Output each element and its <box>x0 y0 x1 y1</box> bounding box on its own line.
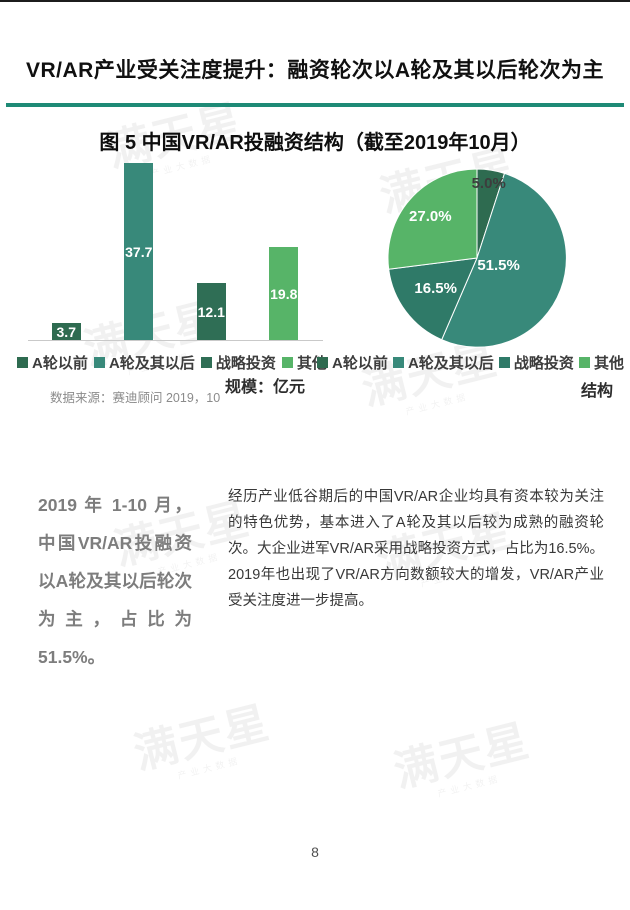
pie-chart-legend: A轮以前 A轮及其以后 战略投资 其他 <box>317 352 624 373</box>
brand-watermark: 满天星产业大数据 <box>376 702 549 812</box>
pie-slice-label: 27.0% <box>409 208 452 225</box>
legend-swatch-icon <box>317 357 328 368</box>
watermark-subtext: 产业大数据 <box>404 391 471 417</box>
brand-watermark: 满天星产业大数据 <box>116 684 289 794</box>
legend-item: 战略投资 <box>498 352 574 373</box>
title-accent-rule <box>6 103 624 107</box>
legend-item: A轮以前 <box>317 352 388 373</box>
pie-slice-label: 5.0% <box>472 175 506 192</box>
legend-swatch-icon <box>578 357 590 368</box>
legend-swatch-icon <box>281 357 293 368</box>
legend-swatch-icon <box>200 357 212 368</box>
watermark-subtext: 产业大数据 <box>436 773 503 799</box>
legend-swatch-icon <box>498 357 510 368</box>
watermark-text: 满天星 <box>389 716 535 797</box>
pie-slice-label: 51.5% <box>477 257 520 274</box>
bar-chart-unit-label: 规模：亿元 <box>224 379 305 396</box>
legend-label: A轮及其以后 <box>407 355 494 372</box>
page-title: VR/AR产业受关注度提升：融资轮次以A轮及其以后轮次为主 <box>25 59 604 82</box>
bar-segment: 12.1 <box>196 283 226 340</box>
pie-slice <box>388 257 478 341</box>
bar-slot: 3.7 <box>51 323 81 340</box>
bar-chart-axis <box>28 340 323 341</box>
legend-label: 战略投资 <box>513 355 574 372</box>
legend-label: 战略投资 <box>215 355 276 372</box>
legend-item: A轮以前 <box>17 352 88 373</box>
data-source-note: 数据来源：赛迪顾问 2019，10 <box>50 391 221 405</box>
page-number: 8 <box>311 844 319 860</box>
page-top-border <box>0 0 630 2</box>
pie-slice <box>441 172 567 348</box>
bar-slot: 37.7 <box>124 163 154 340</box>
legend-item: 战略投资 <box>200 352 276 373</box>
pie-svg: 5.0% 51.5% 16.5% 27.0% <box>387 168 567 348</box>
bar-segment: 19.8 <box>269 247 299 340</box>
pie-chart-unit-label: 结构 <box>580 383 613 400</box>
bar-plot: 3.7 37.7 12.1 19.8 <box>30 152 320 340</box>
bar-chart-legend: A轮以前 A轮及其以后 战略投资 其他 <box>17 352 327 373</box>
legend-item: 其他 <box>578 352 624 373</box>
pie-slice <box>387 168 478 270</box>
figure-title: 图 5 中国VR/AR投融资结构（截至2019年10月） <box>99 132 531 154</box>
legend-label: A轮及其以后 <box>108 355 195 372</box>
legend-swatch-icon <box>17 357 28 368</box>
bar-segment: 37.7 <box>124 163 154 340</box>
legend-item: A轮及其以后 <box>93 352 195 373</box>
bar-value-label: 3.7 <box>56 323 76 340</box>
watermark-subtext: 产业大数据 <box>176 755 243 781</box>
bar-value-label: 12.1 <box>197 303 225 320</box>
legend-swatch-icon <box>392 357 404 368</box>
legend-swatch-icon <box>93 357 105 368</box>
bar-slot: 12.1 <box>196 283 226 340</box>
legend-label: A轮以前 <box>32 355 88 372</box>
legend-label: 其他 <box>593 355 624 372</box>
body-commentary: 经历产业低谷期后的中国VR/AR企业均具有资本较为关注的特色优势，基本进入了A轮… <box>228 489 604 609</box>
pie-slice-label: 16.5% <box>414 280 457 297</box>
watermark-text: 满天星 <box>129 698 275 779</box>
bar-slot: 19.8 <box>269 247 299 340</box>
highlight-commentary: 2019 年 1-10 月，中国VR/AR投融资以A轮及其以后轮次为主，占比为5… <box>38 495 192 667</box>
legend-item: A轮及其以后 <box>392 352 494 373</box>
bar-value-label: 37.7 <box>125 243 153 260</box>
bar-segment: 3.7 <box>51 323 81 340</box>
bar-value-label: 19.8 <box>270 285 298 302</box>
legend-label: A轮以前 <box>332 355 388 372</box>
